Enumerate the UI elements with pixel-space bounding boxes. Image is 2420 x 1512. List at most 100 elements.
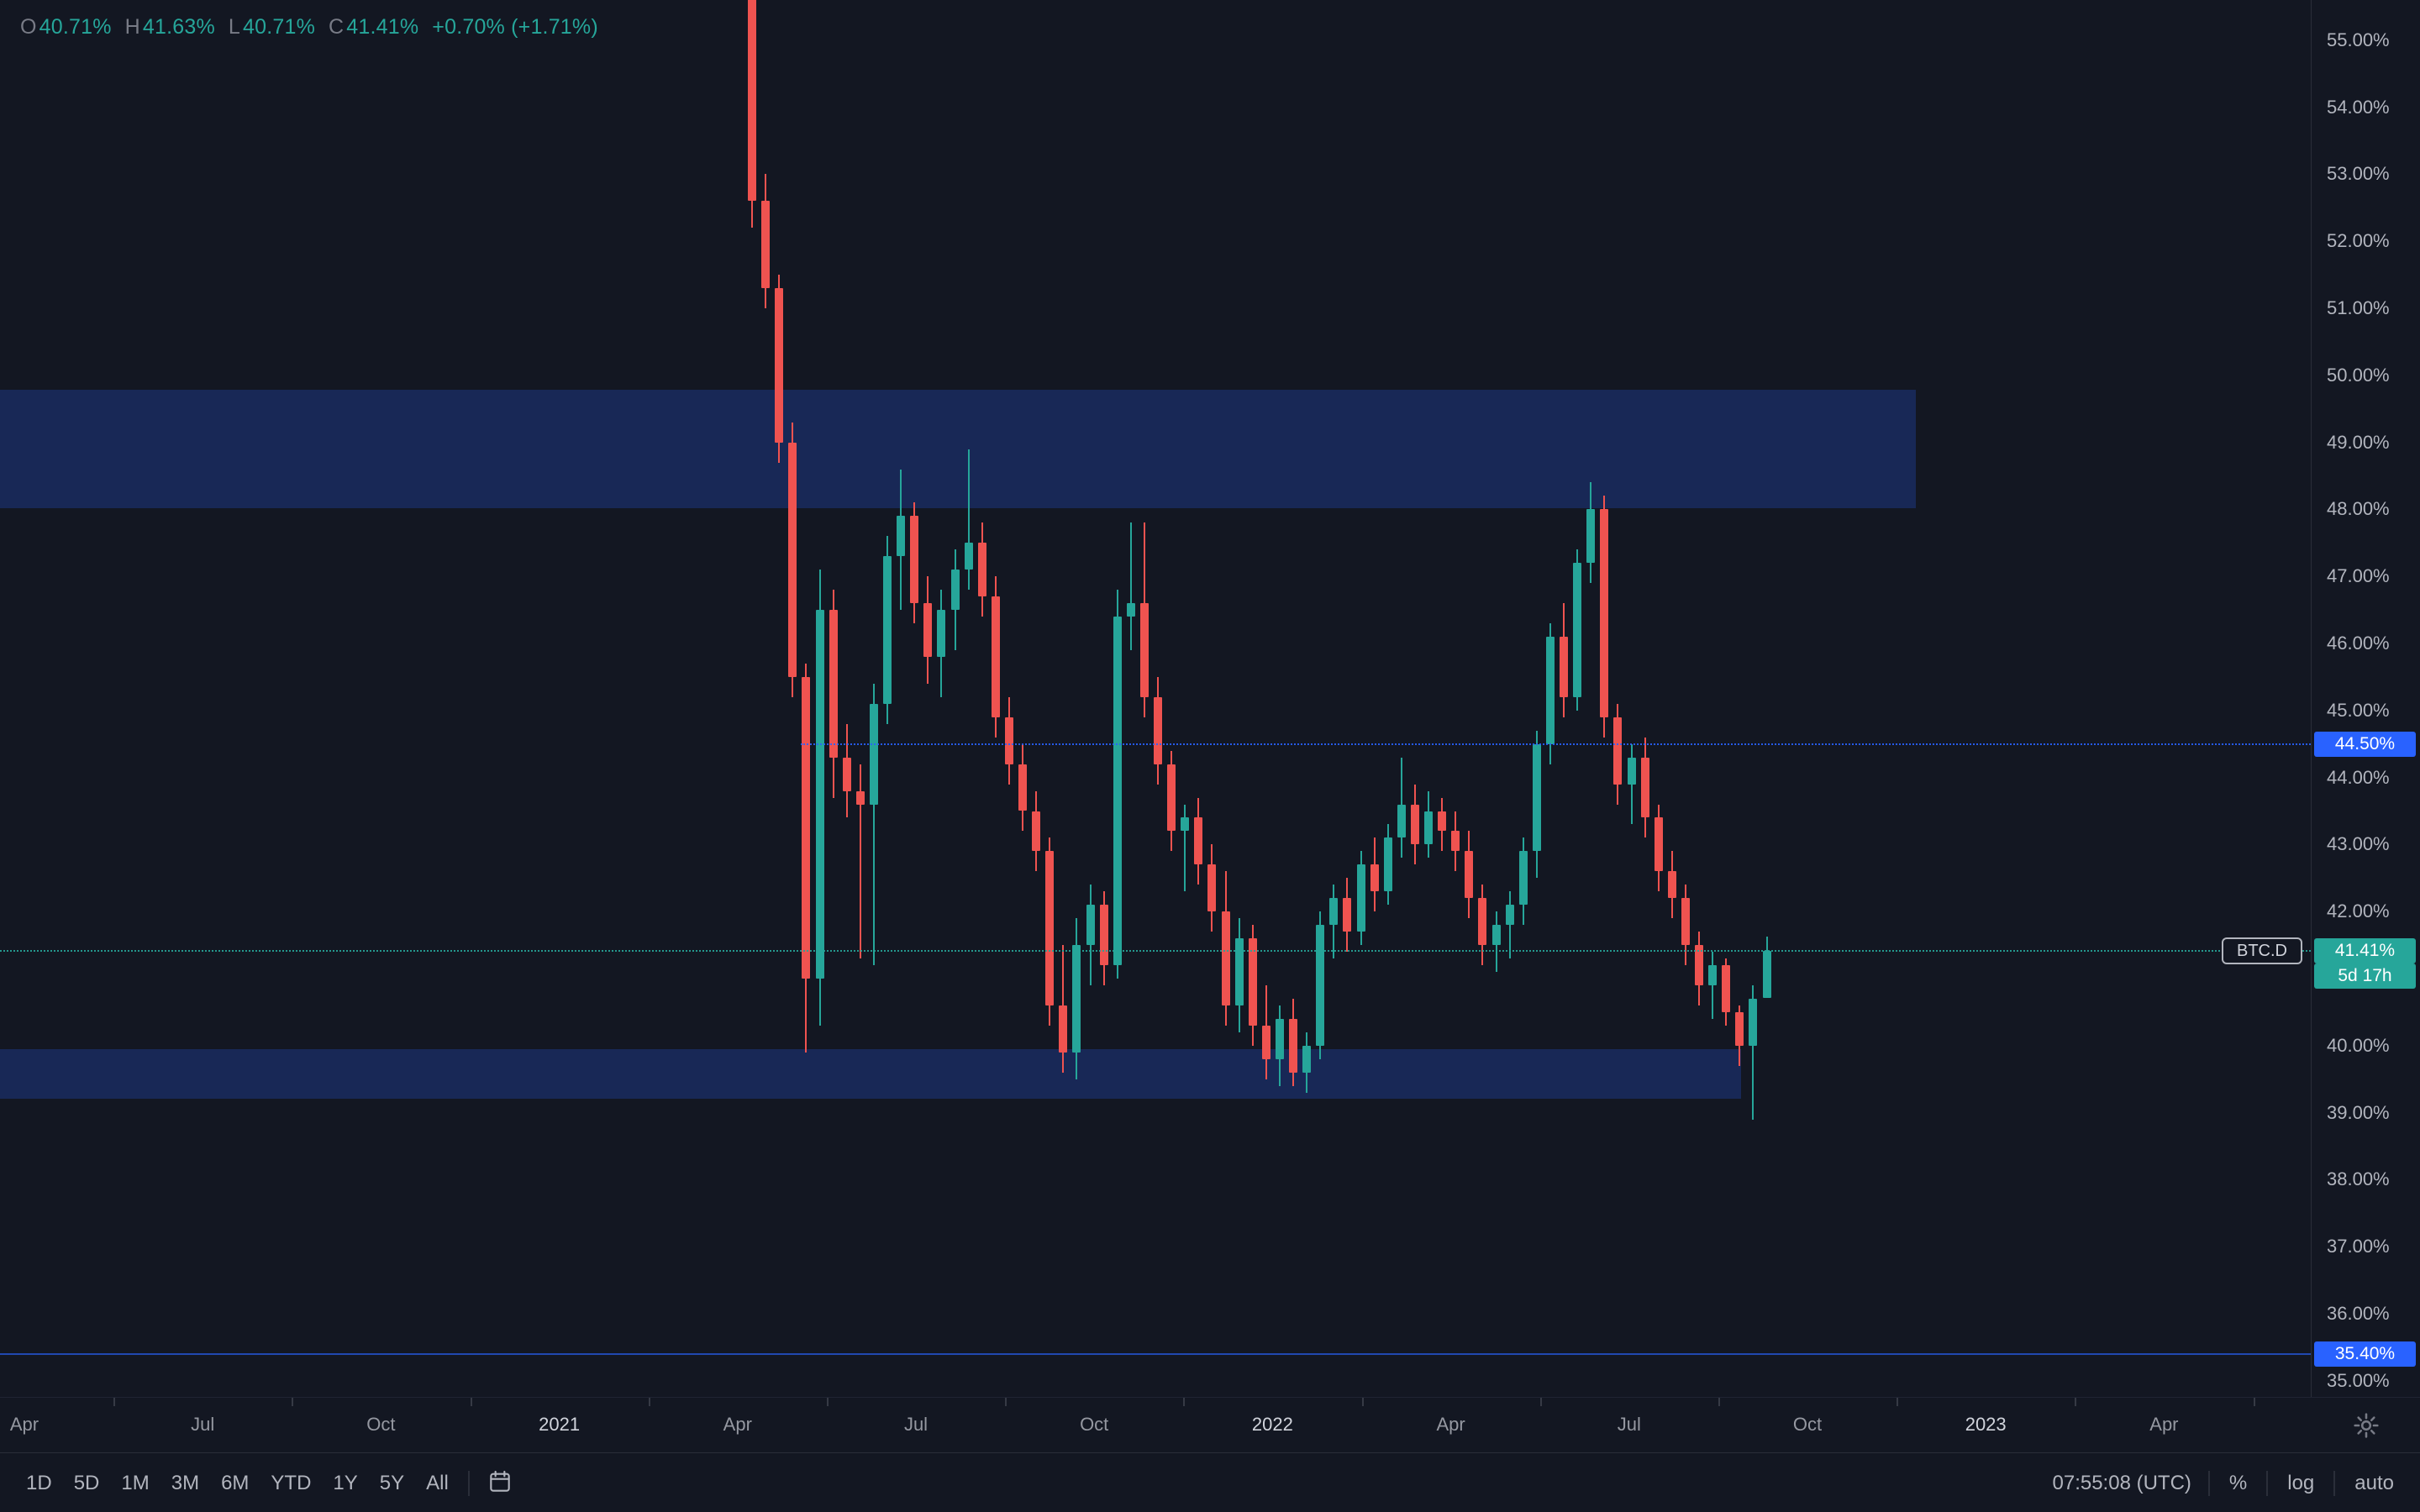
price-tick-label: 35.00%: [2327, 1369, 2390, 1391]
time-axis[interactable]: Apr Jul Oct 2021 Apr Jul Oct 2022 Apr Jul Oct 2023 A…: [0, 1397, 2420, 1453]
range-button-all[interactable]: All: [415, 1467, 460, 1500]
time-tick-label: Oct: [366, 1414, 396, 1435]
alert-line-35-40[interactable]: [0, 1352, 2311, 1355]
candle-body: [1518, 851, 1528, 906]
alert-line-44-50[interactable]: [801, 743, 2311, 745]
candle-body: [1329, 898, 1339, 926]
candle-body: [1505, 905, 1514, 926]
range-button-1y[interactable]: 1Y: [322, 1467, 368, 1500]
price-tick-label: 48.00%: [2327, 498, 2390, 520]
candle-body: [1248, 938, 1257, 1026]
go-to-date-button[interactable]: [478, 1465, 522, 1501]
time-minor-tick: [1005, 1398, 1007, 1406]
candle-body: [1397, 804, 1406, 838]
support-zone[interactable]: [0, 1048, 1742, 1099]
candle-body: [910, 516, 919, 604]
price-axis[interactable]: 44.50% 41.41% 5d 17h 35.40% 55.00% 54.00%…: [2311, 0, 2420, 1453]
gear-icon: [2352, 1413, 2381, 1442]
bottom-toolbar: 1D 5D 1M 3M 6M YTD 1Y 5Y All 07:55:08 (UTC) % lo…: [0, 1454, 2420, 1512]
candle-body: [1410, 804, 1419, 845]
candle-body: [1113, 617, 1122, 966]
candle-body: [1356, 864, 1365, 932]
candle-body: [1600, 509, 1609, 717]
candle-wick: [1712, 952, 1714, 1019]
candle-body: [991, 596, 1000, 717]
candle-wick: [967, 449, 970, 591]
candle-body: [1532, 743, 1541, 852]
range-button-1d[interactable]: 1D: [15, 1467, 63, 1500]
toolbar-divider: [2207, 1470, 2210, 1496]
candle-body: [1207, 864, 1217, 912]
candle-body: [1018, 764, 1027, 811]
time-minor-tick: [1539, 1398, 1542, 1406]
candle-wick: [1129, 522, 1132, 650]
calendar-icon: [487, 1470, 513, 1498]
chart-pane[interactable]: O 40.71% H 41.63% L 40.71% C 41.41% +0.70% (+1.7…: [0, 0, 2311, 1397]
range-group: 1D 5D 1M 3M 6M YTD 1Y 5Y All: [15, 1465, 522, 1501]
auto-scale-button[interactable]: auto: [2344, 1467, 2405, 1500]
candle-body: [1302, 1045, 1312, 1073]
percent-scale-button[interactable]: %: [2218, 1467, 2258, 1500]
candle-body: [1722, 965, 1731, 1012]
time-minor-tick: [470, 1398, 472, 1406]
resistance-zone[interactable]: [0, 390, 1916, 508]
candle-body: [1586, 509, 1596, 564]
candle-body: [1762, 951, 1771, 999]
range-button-3m[interactable]: 3M: [160, 1467, 210, 1500]
candle-body: [1343, 898, 1352, 932]
candle-body: [923, 603, 933, 657]
time-tick-label: Jul: [1617, 1414, 1641, 1435]
time-tick-label: Apr: [2149, 1414, 2179, 1435]
candle-body: [1086, 905, 1095, 946]
log-scale-button[interactable]: log: [2276, 1467, 2325, 1500]
time-tick-label: Apr: [9, 1414, 39, 1435]
range-button-5y[interactable]: 5Y: [369, 1467, 415, 1500]
low-label: L: [228, 15, 241, 39]
price-tick-label: 50.00%: [2327, 364, 2390, 386]
candle-body: [1221, 911, 1230, 1005]
candle-body: [1640, 757, 1649, 818]
candle-wick: [1630, 743, 1633, 825]
range-button-5d[interactable]: 5D: [63, 1467, 111, 1500]
current-price-line[interactable]: [0, 950, 2311, 953]
last-price-label: 41.41%: [2314, 938, 2416, 964]
candle-wick: [859, 764, 861, 959]
time-tick-label: Apr: [1436, 1414, 1465, 1435]
range-button-6m[interactable]: 6M: [210, 1467, 260, 1500]
range-button-1m[interactable]: 1M: [110, 1467, 160, 1500]
candle-body: [1667, 871, 1676, 899]
time-tick-label: Apr: [723, 1414, 752, 1435]
time-minor-tick: [1718, 1398, 1720, 1406]
range-buttons: 1D 5D 1M 3M 6M YTD 1Y 5Y All: [15, 1467, 460, 1500]
price-tick-label: 39.00%: [2327, 1101, 2390, 1123]
candle-body: [1573, 563, 1582, 697]
utc-clock[interactable]: 07:55:08 (UTC): [2052, 1471, 2191, 1494]
price-tick-label: 52.00%: [2327, 230, 2390, 252]
time-tick-label: Oct: [1792, 1414, 1823, 1435]
chart-settings-button[interactable]: [2351, 1411, 2381, 1441]
time-tick-label: Jul: [903, 1414, 929, 1435]
price-tick-label: 47.00%: [2327, 565, 2390, 587]
range-button-ytd[interactable]: YTD: [260, 1467, 322, 1500]
low-value: 40.71%: [243, 15, 316, 39]
price-tick-label: 43.00%: [2327, 833, 2390, 855]
candle-body: [1289, 1018, 1297, 1073]
price-tick-label: 54.00%: [2327, 96, 2390, 118]
candle-body: [1451, 831, 1460, 852]
candle-body: [802, 676, 811, 979]
candle-body: [761, 201, 771, 289]
time-minor-tick: [2253, 1398, 2255, 1406]
price-tick-label: 42.00%: [2327, 900, 2390, 922]
candle-body: [964, 543, 973, 570]
candle-body: [1478, 898, 1487, 946]
candle-body: [1045, 851, 1055, 1005]
toolbar-divider: [467, 1470, 470, 1496]
candle-body: [977, 543, 986, 597]
price-tick-label: 44.00%: [2327, 766, 2390, 788]
candle-body: [1167, 764, 1176, 832]
candle-body: [788, 442, 797, 677]
candle-body: [815, 610, 824, 979]
price-tick-label: 45.00%: [2327, 699, 2390, 721]
candle-body: [883, 556, 892, 704]
candle-body: [1261, 1025, 1270, 1059]
